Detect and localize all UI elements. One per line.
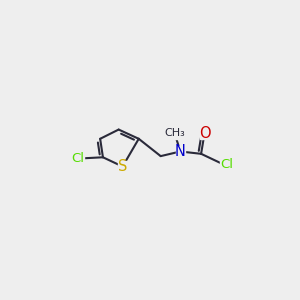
Text: S: S [118, 159, 127, 174]
Text: Cl: Cl [220, 158, 233, 171]
Bar [176, 146, 185, 157]
Text: N: N [175, 144, 186, 159]
Bar [220, 158, 233, 170]
Bar [118, 161, 127, 172]
Bar [164, 127, 185, 139]
Bar [71, 153, 84, 164]
Text: CH₃: CH₃ [164, 128, 185, 138]
Text: O: O [199, 125, 210, 140]
Bar [200, 127, 209, 139]
Text: Cl: Cl [71, 152, 84, 165]
